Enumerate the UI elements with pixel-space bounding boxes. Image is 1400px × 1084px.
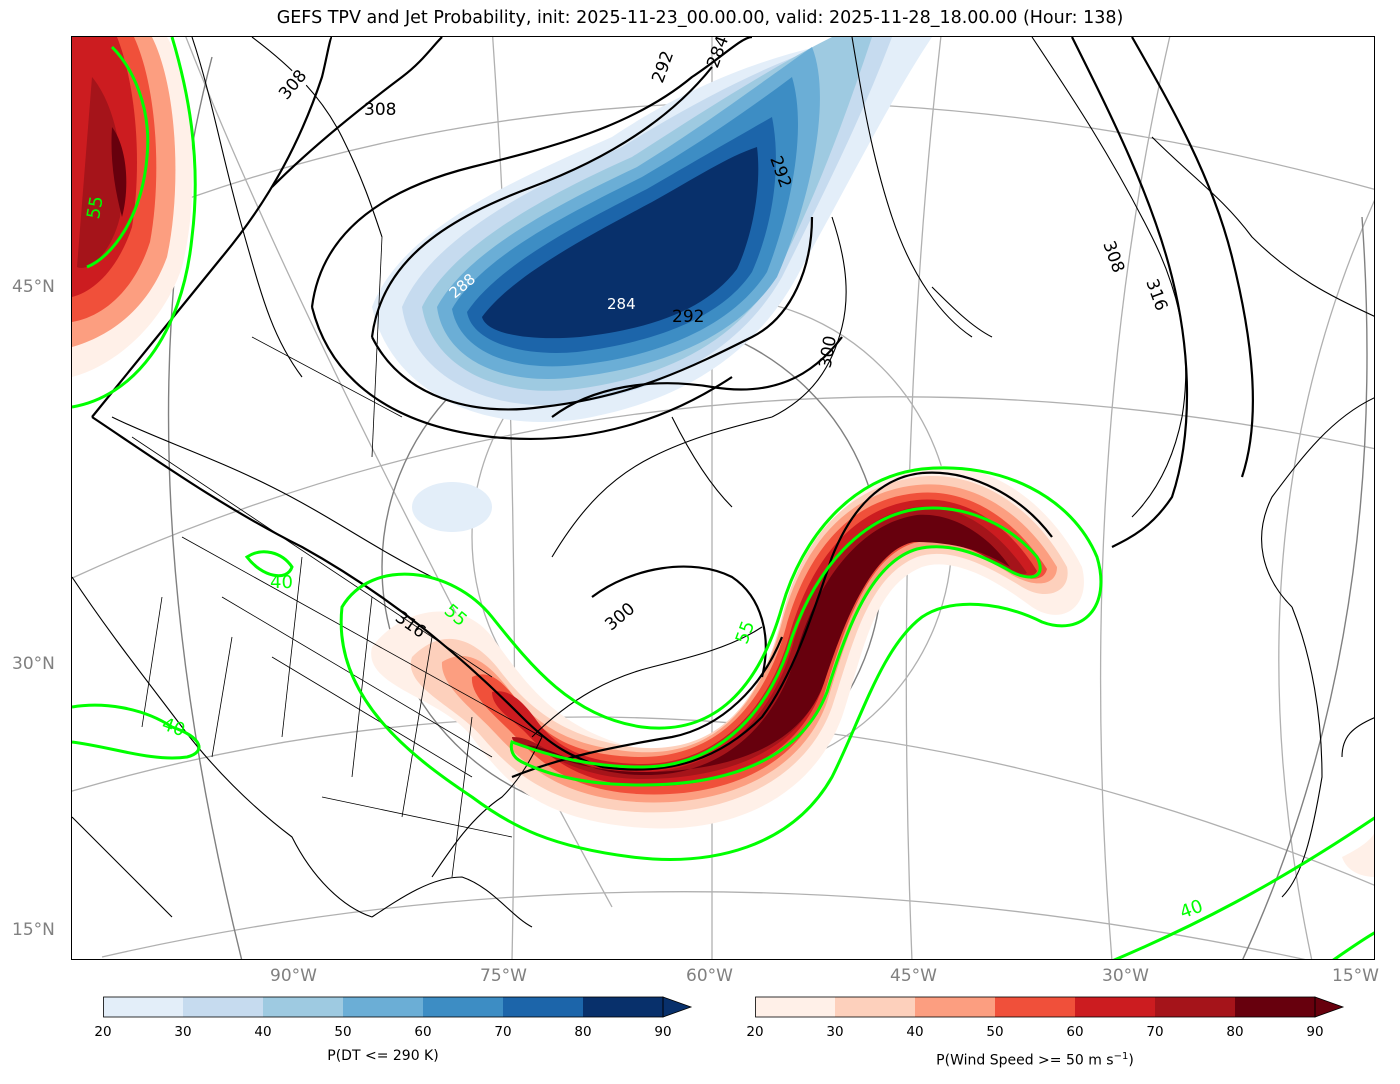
jet-colorbar-swatch	[1075, 997, 1155, 1017]
jet-colorbar-label: P(Wind Speed >= 50 m s−1)	[755, 1051, 1315, 1069]
lat-label-30n: 30°N	[12, 654, 55, 674]
jet-colorbar-tick: 40	[906, 1024, 924, 1040]
dt-label: 292	[672, 307, 705, 327]
jet-label: 55	[83, 194, 108, 221]
jet-contours	[72, 37, 1374, 959]
lon-label-90w: 90°W	[270, 966, 317, 986]
map-panel: 308 308 292 284 292 300 308 316 316 300 …	[71, 36, 1375, 960]
jet-colorbar-label-end: )	[1128, 1052, 1134, 1069]
jet-colorbar-tick: 70	[1146, 1024, 1164, 1040]
tpv-colorbar-extend-arrow	[662, 996, 693, 1018]
jet-colorbar-tick: 20	[746, 1024, 764, 1040]
jet-probability-main	[371, 465, 1084, 829]
tpv-colorbar-swatch	[423, 997, 503, 1017]
tpv-colorbar-swatches	[103, 996, 693, 1018]
jet-colorbar-swatch	[835, 997, 915, 1017]
jet-colorbar	[755, 996, 1345, 1018]
jet-colorbar-outline	[755, 996, 1316, 1018]
jet-colorbar-swatch	[1235, 997, 1315, 1017]
jet-colorbar-tick: 30	[826, 1024, 844, 1040]
jet-colorbar-swatch	[1155, 997, 1235, 1017]
jet-colorbar-tick: 60	[1066, 1024, 1084, 1040]
tpv-colorbar-label: P(DT <= 290 K)	[327, 1048, 439, 1064]
tpv-colorbar-swatch	[103, 997, 183, 1017]
tpv-colorbar-outline	[103, 996, 664, 1018]
jet-colorbar-tick: 50	[986, 1024, 1004, 1040]
tpv-colorbar-tick: 40	[254, 1024, 272, 1040]
lon-label-45w: 45°W	[890, 966, 937, 986]
jet-colorbar-swatch	[915, 997, 995, 1017]
lon-label-30w: 30°W	[1102, 966, 1149, 986]
lon-label-60w: 60°W	[686, 966, 733, 986]
jet-probability-ne	[1342, 833, 1374, 877]
lat-label-15n: 15°N	[12, 920, 55, 940]
tpv-probability	[372, 37, 932, 532]
jet-colorbar-tick: 80	[1226, 1024, 1244, 1040]
jet-colorbar-swatch	[755, 997, 835, 1017]
tpv-colorbar-swatch	[343, 997, 423, 1017]
tpv-colorbar-swatch	[183, 997, 263, 1017]
jet-colorbar-label-sup: −1	[1113, 1051, 1129, 1062]
map-canvas	[72, 37, 1374, 959]
coastlines	[72, 37, 1374, 928]
dt-label: 308	[364, 100, 397, 120]
jet-label: 40	[270, 572, 293, 593]
tpv-colorbar-tick: 70	[494, 1024, 512, 1040]
tpv-colorbar-tick: 50	[334, 1024, 352, 1040]
chart-title: GEFS TPV and Jet Probability, init: 2025…	[276, 8, 1124, 28]
tpv-colorbar-tick: 90	[654, 1024, 672, 1040]
tpv-colorbar-tick: 80	[574, 1024, 592, 1040]
tpv-colorbar-tick: 60	[414, 1024, 432, 1040]
tpv-colorbar-swatch	[263, 997, 343, 1017]
lon-label-75w: 75°W	[480, 966, 527, 986]
jet-colorbar-label-main: P(Wind Speed >= 50 m s	[936, 1052, 1114, 1069]
jet-colorbar-tick: 90	[1306, 1024, 1324, 1040]
tpv-colorbar-swatch	[503, 997, 583, 1017]
jet-colorbar-swatches	[755, 996, 1345, 1018]
jet-probability-west	[72, 37, 193, 377]
tpv-colorbar-tick: 30	[174, 1024, 192, 1040]
jet-colorbar-extend-arrow	[1314, 996, 1345, 1018]
tpv-colorbar	[103, 996, 693, 1018]
lon-label-15w: 15°W	[1332, 966, 1379, 986]
tpv-colorbar-swatch	[583, 997, 663, 1017]
dt-contours	[91, 37, 1254, 779]
dt-label: 284	[607, 295, 636, 313]
lat-label-45n: 45°N	[12, 277, 55, 297]
jet-colorbar-swatch	[995, 997, 1075, 1017]
tpv-colorbar-tick: 20	[94, 1024, 112, 1040]
